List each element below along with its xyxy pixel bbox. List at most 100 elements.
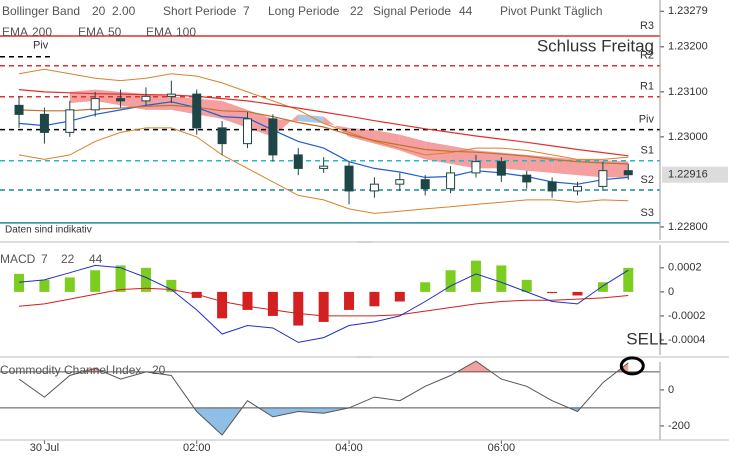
bollinger-width: 2.00 (112, 4, 136, 18)
cloud-segment (222, 100, 248, 128)
histogram-bar (39, 279, 50, 292)
cloud-segment (526, 154, 553, 173)
y-tick-label: 0.0002 (668, 262, 702, 274)
candle-body (116, 98, 126, 102)
signal-line (18, 287, 629, 317)
histogram-bar (217, 291, 228, 319)
candle-body (14, 104, 24, 115)
candle-body (522, 174, 532, 183)
annotation: Daten sind indikativ (5, 225, 92, 236)
pivot-label: R3 (640, 20, 654, 32)
panel-title: MACD (0, 252, 36, 266)
histogram-bar (90, 270, 101, 292)
histogram-bar (394, 291, 405, 302)
y-tick-label: -0.0002 (668, 310, 705, 322)
cloud-segment (298, 114, 324, 124)
cloud-segment (577, 159, 603, 178)
y-tick-label: 1.23000 (668, 131, 708, 143)
annotation: Schluss Freitag (537, 36, 654, 55)
long-value: 22 (350, 4, 364, 18)
y-tick-label: 1.23100 (668, 86, 708, 98)
candle-body (420, 179, 430, 190)
y-tick-label: -200 (668, 420, 690, 432)
cloud-segment (323, 116, 350, 137)
cloud-segment (425, 141, 451, 164)
candle-body (446, 172, 456, 190)
y-tick-label: -0.0004 (668, 334, 705, 346)
candle-body (217, 127, 227, 145)
histogram-bar (267, 291, 278, 316)
pivot-label: Piv (639, 114, 655, 126)
histogram-bar (242, 291, 253, 310)
legend-prefix: EMA (146, 25, 172, 39)
candle-body (471, 161, 481, 174)
prev-pivot-label: Piv (33, 40, 49, 52)
histogram-bar (623, 267, 634, 292)
ema-line (18, 104, 629, 165)
histogram-bar (318, 291, 329, 322)
histogram-bar (572, 291, 583, 296)
pivot-label: R2 (640, 50, 654, 62)
cloud-segment (475, 150, 502, 169)
cloud-segment (171, 96, 197, 115)
candle-body (90, 98, 100, 111)
last-price-box (662, 166, 728, 183)
candle-body (344, 165, 354, 192)
oversold-fill (194, 407, 581, 435)
legend-entry: 200 (32, 25, 52, 39)
candle-body (192, 93, 202, 129)
histogram-bar (115, 265, 126, 292)
pivot-label: S3 (641, 207, 654, 219)
candle-body (65, 109, 75, 133)
histogram-bar (293, 291, 304, 326)
sell-marker (619, 356, 645, 376)
candle-body (395, 179, 405, 185)
x-tick-label: 02:00 (183, 442, 211, 454)
panel-title: Commodity Channel Index (0, 363, 141, 377)
y-tick-label: 0 (668, 384, 674, 396)
cloud-segment (602, 160, 629, 178)
x-tick-label: 06:00 (488, 442, 516, 454)
histogram-bar (369, 291, 380, 307)
histogram-bar (496, 265, 507, 292)
bollinger-label: Bollinger Band (2, 4, 80, 18)
histogram-bar (344, 291, 355, 310)
legend-prefix: EMA (2, 25, 28, 39)
signal-value: 44 (459, 4, 473, 18)
cloud-segment (349, 127, 375, 144)
histogram-bar (521, 279, 532, 292)
histogram-bar (166, 279, 177, 292)
histogram-bar (445, 270, 456, 292)
candle-body (369, 183, 379, 192)
long-label: Long Periode (268, 4, 340, 18)
histogram-bar (547, 291, 558, 294)
bollinger-period: 20 (92, 4, 106, 18)
candle-body (573, 185, 582, 192)
y-tick-label: 1.22800 (668, 221, 708, 233)
candle-body (598, 170, 608, 187)
panel-param: 20 (152, 363, 166, 377)
histogram-bar (140, 267, 151, 292)
cloud-segment (272, 114, 299, 137)
short-label: Short Periode (163, 4, 237, 18)
histogram-bar (420, 282, 431, 292)
histogram-bar (470, 260, 481, 292)
y-tick-label: 1.23279 (668, 5, 708, 17)
panel-param: 7 (41, 252, 48, 266)
sell-annotation: SELL (626, 329, 668, 348)
pivot-label: S1 (641, 145, 654, 157)
candle-body (166, 93, 176, 97)
panel-param: 44 (89, 252, 103, 266)
signal-label: Signal Periode (373, 4, 451, 18)
histogram-bar (64, 277, 75, 292)
candle-body (243, 118, 252, 145)
header: Bollinger Band 20 2.00 Short Periode 7 L… (2, 4, 603, 18)
bollinger-lower (18, 127, 629, 214)
legend-entry: 100 (176, 25, 196, 39)
y-tick-label: 0 (668, 286, 674, 298)
candle-body (623, 170, 633, 176)
macd-line (18, 264, 629, 343)
candle-body (268, 118, 278, 156)
histogram-bar (597, 282, 608, 292)
